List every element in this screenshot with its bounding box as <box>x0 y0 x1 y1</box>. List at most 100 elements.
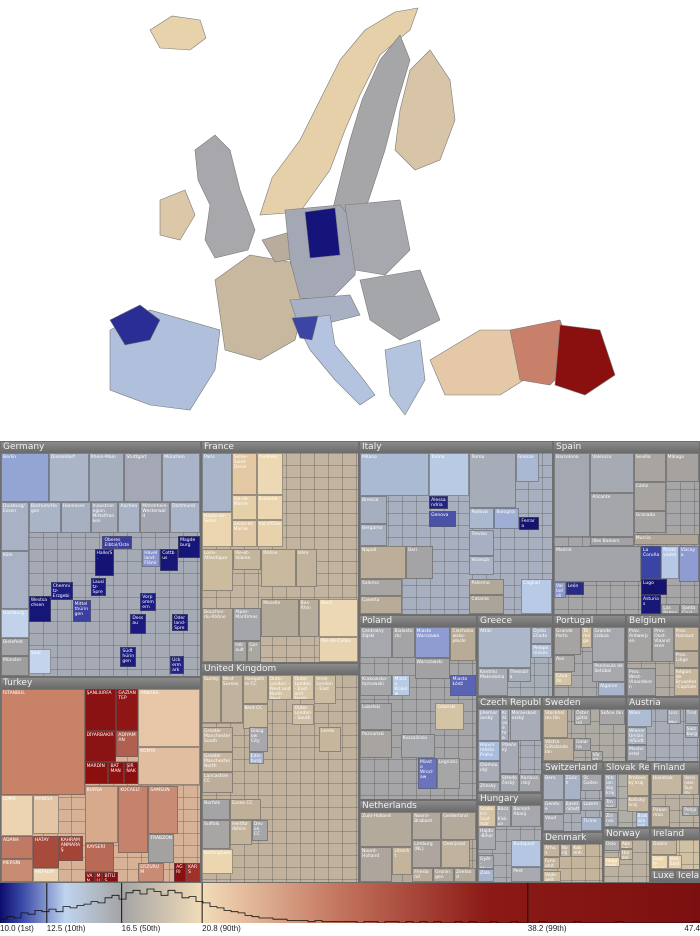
treemap-cell[interactable]: Borsod-Abaúj <box>511 805 541 827</box>
treemap-cell[interactable]: Glasgow City <box>248 726 268 752</box>
treemap-cell[interactable]: Köln <box>1 551 29 610</box>
treemap-cell[interactable]: Mid-East <box>667 854 683 869</box>
treemap-cell[interactable]: Lugo <box>641 578 668 595</box>
treemap-cell[interactable]: Gelderland <box>441 812 476 840</box>
treemap-cell[interactable]: Zürich <box>563 774 582 800</box>
treemap-cell[interactable]: ADANA <box>1 835 33 859</box>
treemap-cell[interactable]: Madrid <box>554 546 641 582</box>
treemap-cell[interactable]: Miasto Łódź <box>450 675 476 696</box>
treemap-cell[interactable]: Westsachsen <box>28 595 51 623</box>
treemap-cell[interactable]: Bas-Rhin <box>298 599 319 637</box>
treemap-cell[interactable]: Dytiki Ellada <box>531 627 552 645</box>
treemap-cell[interactable]: Groningen <box>433 868 454 882</box>
treemap-cell[interactable]: Varsinais-Suomi <box>682 774 699 796</box>
treemap-cell[interactable]: Hampshire CC <box>242 675 268 704</box>
treemap-cell[interactable]: Rogaland <box>604 856 620 868</box>
treemap-cell[interactable]: Hannover <box>60 502 91 534</box>
treemap-country-portugal[interactable]: Portugal Grande Porto Tâmega Grande Lisboa A… <box>553 615 626 697</box>
treemap-cell[interactable]: Fyns amt <box>543 857 560 869</box>
treemap-cell[interactable]: Península de Setúbal <box>592 661 625 683</box>
treemap-cell[interactable]: Dublin <box>651 840 678 855</box>
treemap-country-switzerland[interactable]: Switzerland Bern Zürich St. Gallen Genève Bas… <box>542 762 603 832</box>
treemap-country-spain[interactable]: Spain Barcelona Valencia Alicante Illes Bale… <box>553 441 700 615</box>
treemap-country-czech-republic[interactable]: Czech RepublicJihomoravskýKrálovéhradeck… <box>477 697 542 793</box>
treemap-cell[interactable]: VAN <box>84 872 95 882</box>
treemap-cell[interactable]: AĞRI <box>174 862 187 882</box>
treemap-cell[interactable]: Pirkanmaa <box>651 805 671 827</box>
treemap-cell[interactable]: ADIYAMAN <box>116 731 139 757</box>
treemap-cell[interactable]: Greater Manchester South <box>202 726 234 752</box>
treemap-cell[interactable]: Bouches-du-Rhône <box>202 607 234 662</box>
treemap-cell[interactable]: KAYSERİ <box>84 843 115 873</box>
treemap-cell[interactable]: SAMSUN <box>148 785 179 834</box>
treemap-cell[interactable]: MARDİN <box>84 762 109 784</box>
treemap-cell[interactable]: Firenze <box>515 453 539 482</box>
treemap-cell[interactable]: Akershus <box>619 840 634 850</box>
treemap-cell[interactable]: Illes Balears <box>590 536 634 547</box>
treemap-cell[interactable]: Trnavský kraj <box>604 797 617 809</box>
treemap-cell[interactable]: Dortmund <box>170 502 200 534</box>
treemap-cell[interactable]: Miasto Warszawa <box>414 627 451 658</box>
treemap-cell[interactable]: TRABZON <box>148 833 175 863</box>
treemap-cell[interactable]: Las Palmas <box>661 604 681 614</box>
treemap-cell[interactable]: Nottingham <box>202 848 234 874</box>
treemap-cell[interactable]: Leeds <box>319 726 341 752</box>
treemap-cell[interactable]: Limburg (NL) <box>412 840 442 868</box>
treemap-cell[interactable]: Bologna <box>494 507 520 529</box>
treemap-cell[interactable]: Košický kraj <box>626 796 649 813</box>
treemap-cell[interactable]: Inner London - East <box>314 675 337 704</box>
treemap-cell[interactable]: Ferrara <box>519 517 539 531</box>
treemap-country-sweden[interactable]: Sweden Stockholms län Östergötland Skåne lä… <box>542 697 626 762</box>
treemap-cell[interactable]: West Sussex <box>220 675 243 723</box>
treemap-cell[interactable]: Prov. Hainaut <box>673 627 699 652</box>
treemap-cell[interactable]: La Coruña <box>641 546 662 579</box>
treemap-cell[interactable]: Tâmega <box>580 627 593 648</box>
treemap-cell[interactable]: Københavns amt <box>571 844 587 858</box>
treemap-country-luxemb[interactable]: Luxemb <box>650 870 675 883</box>
treemap-cell[interactable]: Yvelines <box>256 453 284 495</box>
treemap-cell[interactable]: Västra Götalands län <box>543 737 575 761</box>
treemap-cell[interactable]: Surrey <box>202 675 221 723</box>
treemap-cell[interactable]: ANTALYA <box>32 868 59 882</box>
treemap-cell[interactable]: Brescia <box>360 496 387 524</box>
treemap-cell[interactable]: Vaud <box>543 813 564 831</box>
treemap-cell[interactable]: Südthüringen <box>120 647 137 668</box>
treemap-cell[interactable]: Napoli <box>360 546 407 579</box>
treemap-cell[interactable]: Prov. Oost-Vlaanderen <box>652 627 674 662</box>
treemap-cell[interactable]: Ille-et-Vilaine <box>233 549 262 571</box>
treemap-cell[interactable]: Lausitz-Spreewald <box>90 577 107 596</box>
treemap-cell[interactable]: Linz-Wels <box>666 709 681 724</box>
treemap-cell[interactable]: Sevilla <box>633 453 666 482</box>
treemap-cell[interactable]: Hérault <box>233 641 248 662</box>
treemap-cell[interactable]: HATAY <box>32 835 59 869</box>
treemap-cell[interactable]: MANİSA <box>32 795 59 834</box>
treemap-cell[interactable]: Salerno <box>360 578 403 597</box>
treemap-cell[interactable]: Hordaland <box>619 849 634 860</box>
treemap-country-united-kingdom[interactable]: United Kingdom Surrey West Sussex Hampshire… <box>201 663 359 883</box>
treemap-cell[interactable]: Saar <box>28 649 51 674</box>
treemap-cell[interactable]: Peloponnisos <box>531 644 552 659</box>
treemap-cell[interactable]: ŞANLIURFA <box>84 689 117 732</box>
treemap-cell[interactable]: Alicante <box>590 493 634 537</box>
treemap-country-germany[interactable]: Germany Berlin Düsseldorf Rhein-Main Stuttga… <box>0 441 201 677</box>
treemap-cell[interactable]: Wien <box>627 709 653 728</box>
treemap-cell[interactable]: Centralny śląski <box>360 627 393 658</box>
treemap-cell[interactable]: Prov. Liège <box>673 651 699 669</box>
treemap-cell[interactable]: Kent CC <box>242 703 268 729</box>
treemap-cell[interactable]: Pontevedra <box>661 546 679 579</box>
treemap-cell[interactable]: Treviso <box>469 530 495 557</box>
treemap-cell[interactable]: Mittelthüringen <box>72 600 91 623</box>
treemap-country-ireland[interactable]: Ireland Dublin South-West Mid-East <box>650 828 700 870</box>
treemap-cell[interactable]: Bergamo <box>360 523 387 547</box>
treemap-cell[interactable]: Chemnitz-Erzgebirge <box>50 582 73 601</box>
treemap-cell[interactable]: Attiki <box>478 627 532 669</box>
treemap-cell[interactable]: Oberes Elbtal/Osterzgebirge <box>102 535 133 549</box>
treemap-cell[interactable]: Valencia <box>590 453 634 494</box>
treemap-cell[interactable]: Pas-de-Calais <box>319 636 358 662</box>
treemap-cell[interactable]: ERZURUM <box>138 862 165 882</box>
treemap-cell[interactable]: Dalarna <box>574 737 591 751</box>
treemap-cell[interactable]: Essonne <box>256 494 284 520</box>
treemap-cell[interactable]: Zala <box>478 868 494 882</box>
treemap-cell[interactable]: Magdeburg <box>178 535 200 558</box>
treemap-cell[interactable]: St. Gallen <box>581 774 602 792</box>
